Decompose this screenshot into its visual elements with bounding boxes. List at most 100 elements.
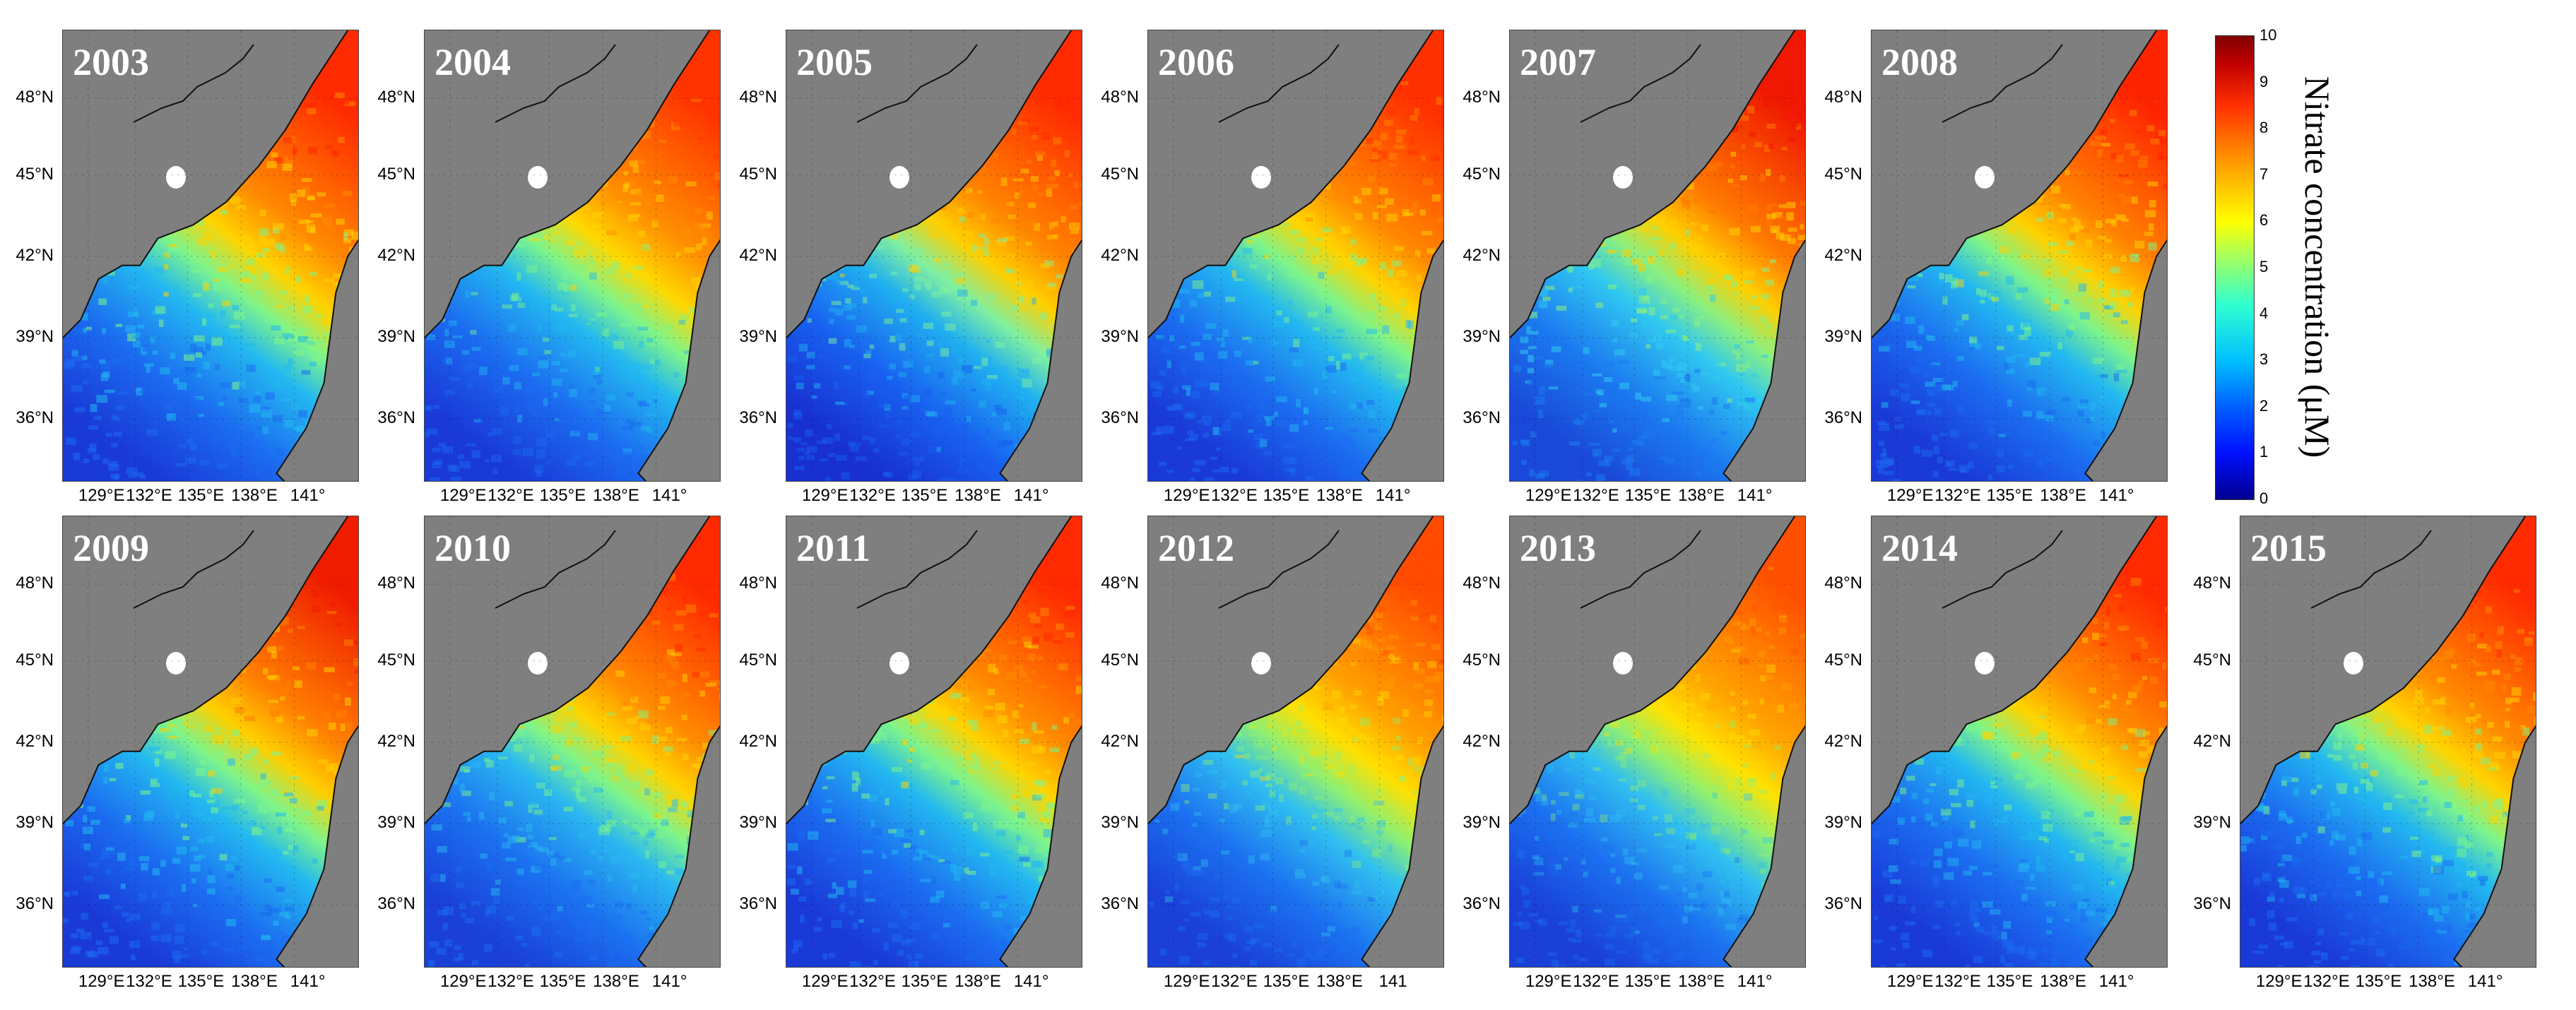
year-label: 2013 [1520,527,1596,569]
y-tick-label: 42°N [2193,732,2231,751]
river-border [495,530,616,609]
y-tick-label: 42°N [1824,732,1862,751]
year-label: 2009 [73,527,149,569]
map-panel-2003: 2003 48°N 45°N 42°N 39°N 36°N 129°E 132°E 135°E 1… [16,30,359,505]
x-tick-label: 135°E [1986,972,2033,991]
river-border [133,44,254,123]
x-tick-label: 135°E [1624,486,1672,505]
japan-landmass [2084,239,2167,481]
lake-khanka [1613,166,1633,189]
river-border [1218,44,1340,123]
y-tick-label: 48°N [739,88,777,107]
lake-khanka [166,652,186,675]
map-area: 2008 [1871,30,2168,482]
y-tick-label: 36°N [16,408,54,428]
x-tick-label: 141° [2098,486,2134,505]
y-tick-label: 42°N [16,246,54,265]
y-tick-label: 42°N [1101,732,1139,751]
lake-khanka [1251,652,1271,675]
year-label: 2010 [435,527,511,569]
y-tick-label: 48°N [1824,88,1862,107]
river-border [495,44,616,123]
colorbar-tick: 0 [2259,489,2269,507]
japan-landmass [276,239,358,481]
y-tick-label: 45°N [1101,650,1139,670]
x-tick-label: 132°E [849,972,896,991]
y-tick-label: 45°N [1101,164,1139,184]
y-tick-label: 36°N [1824,894,1862,914]
y-tick-label: 48°N [16,574,54,593]
japan-landmass [999,725,1082,967]
year-label: 2012 [1158,527,1234,569]
y-tick-label: 48°N [2193,574,2231,593]
x-axis-labels: 129°E 132°E 135°E 138°E 141° [786,486,1097,507]
x-tick-label: 129°E [78,972,125,991]
y-tick-label: 36°N [2193,894,2231,914]
x-tick-label: 135°E [539,972,586,991]
year-label: 2008 [1881,41,1958,83]
japan-landmass [1723,725,1805,967]
river-border [1580,530,1701,609]
y-tick-label: 36°N [739,894,777,914]
x-tick-label: 135°E [1624,972,1672,991]
y-tick-label: 39°N [377,327,415,347]
x-tick-label: 141° [1737,972,1773,991]
y-tick-label: 42°N [377,732,415,751]
x-tick-label: 132°E [1211,972,1258,991]
y-tick-label: 39°N [1824,327,1862,347]
x-tick-label: 132°E [126,972,172,991]
map-area: 2010 [424,516,721,968]
map-area: 2014 [1871,516,2168,968]
map-panel-2007: 2007 48°N 45°N 42°N 39°N 36°N 129°E 132°E 135°E 1… [1463,30,1806,505]
map-panel-2014: 2014 48°N 45°N 42°N 39°N 36°N 129°E 132°E 135°E 1… [1824,516,2168,991]
x-axis-labels: 129°E 132°E 135°E 138°E 141° [1871,486,2182,507]
x-tick-label: 129°E [1525,972,1572,991]
y-tick-label: 45°N [16,164,54,184]
y-tick-label: 36°N [1824,408,1862,428]
nitrate-map-2014 [1872,516,2167,967]
map-area: 2003 [62,30,359,482]
coastline [786,516,1073,824]
x-tick-label: 129°E [439,486,487,505]
lake-khanka [528,652,548,675]
x-tick-label: 129°E [1163,486,1210,505]
y-tick-label: 42°N [1101,246,1139,265]
y-tick-label: 48°N [1824,574,1862,593]
x-axis-labels: 129°E 132°E 135°E 138°E 141° [1509,486,1820,507]
map-panel-2006: 2006 48°N 45°N 42°N 39°N 36°N 129°E 132°E 135°E 1… [1101,30,1444,505]
coastline [1872,30,2158,338]
nitrate-map-2004 [425,30,720,481]
colorbar-tick: 5 [2259,258,2269,275]
x-tick-label: 132°E [1934,972,1981,991]
nitrate-map-2003 [63,30,358,481]
map-panel-2004: 2004 48°N 45°N 42°N 39°N 36°N 129°E 132°E 135°E 1… [377,30,721,505]
y-tick-label: 45°N [377,650,415,670]
nitrate-map-2006 [1148,30,1443,481]
y-tick-label: 45°N [2193,650,2231,670]
lake-khanka [1975,652,1995,675]
x-tick-label: 132°E [1211,486,1258,505]
x-tick-label: 129°E [78,486,125,505]
y-tick-label: 48°N [377,574,415,593]
x-axis-labels: 129°E 132°E 135°E 138°E 141° [424,972,735,993]
japan-landmass [999,239,1082,481]
x-tick-label: 135°E [1263,486,1310,505]
x-tick-label: 135°E [1263,972,1310,991]
y-tick-label: 39°N [16,813,54,833]
x-tick-label: 141° [2098,972,2134,991]
colorbar-label: Nitrate concentration (μM) [2298,76,2337,458]
map-panel-2009: 2009 48°N 45°N 42°N 39°N 36°N 129°E 132°E 135°E 1… [16,516,359,991]
coastline [1148,516,1434,824]
river-border [133,530,254,609]
x-tick-label: 138°E [1678,972,1725,991]
nitrate-map-2010 [425,516,720,967]
x-tick-label: 138°E [231,486,278,505]
y-tick-label: 42°N [1463,732,1501,751]
map-area: 2012 [1147,516,1444,968]
nitrate-map-2011 [786,516,1082,967]
x-tick-label: 138°E [2409,972,2455,991]
x-tick-label: 132°E [488,972,534,991]
y-tick-label: 39°N [16,327,54,347]
colorbar-tick: 2 [2259,396,2269,415]
x-tick-label: 138°E [1678,486,1725,505]
